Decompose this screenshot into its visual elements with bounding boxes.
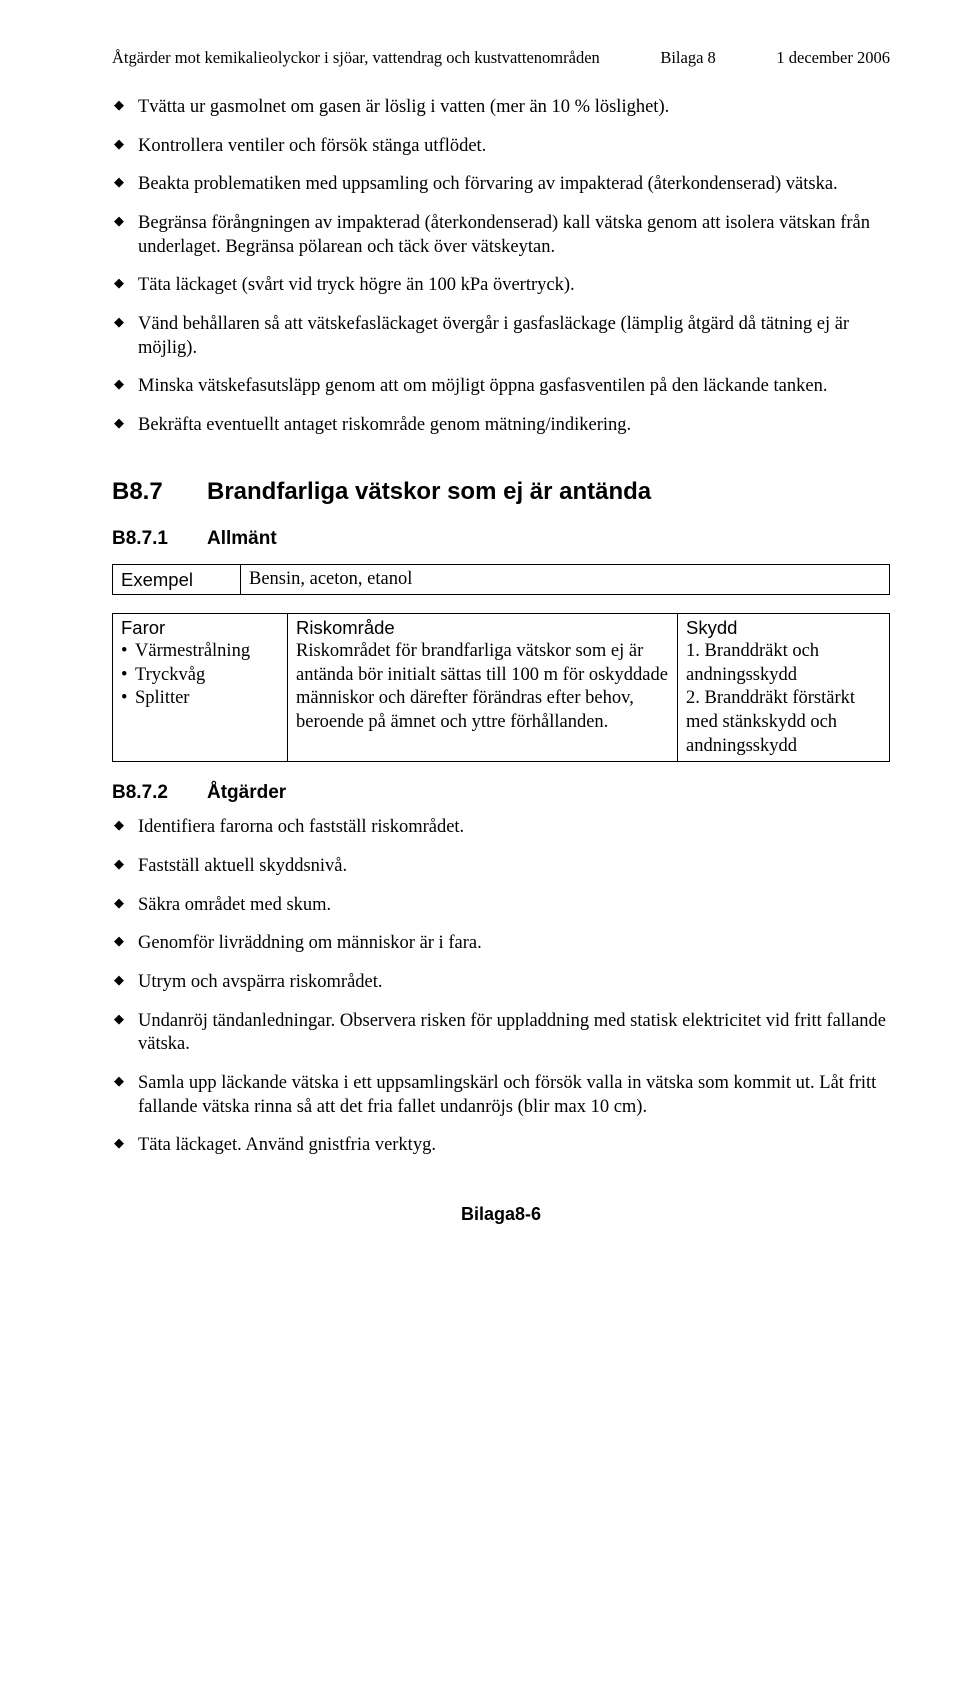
list-item: Undanröj tändanledningar. Observera risk… <box>112 1010 890 1057</box>
riskomrade-col2-cell: Riskområde Riskområdet för brandfarliga … <box>288 614 678 762</box>
exempel-table: Exempel Bensin, aceton, etanol <box>112 564 890 596</box>
riskomrade-text: Riskområdet för brandfarliga vätskor som… <box>296 640 669 735</box>
header-left: Åtgärder mot kemikalieolyckor i sjöar, v… <box>112 48 600 68</box>
section-heading-sub: B8.7.1Allmänt <box>112 528 890 550</box>
list-item: Kontrollera ventiler och försök stänga u… <box>112 135 890 159</box>
section-heading-main: B8.7Brandfarliga vätskor som ej är antän… <box>112 478 890 506</box>
section-number: B8.7.2 <box>112 782 207 804</box>
list-item: Vänd behållaren så att vätskefasläckaget… <box>112 313 890 360</box>
exempel-value: Bensin, aceton, etanol <box>241 564 890 595</box>
section-number: B8.7 <box>112 478 207 506</box>
list-item: Värmestrålning <box>121 640 279 664</box>
list-item: Minska vätskefasutsläpp genom att om möj… <box>112 375 890 399</box>
page-footer: Bilaga8-6 <box>112 1204 890 1225</box>
list-item: Beakta problematiken med uppsamling och … <box>112 173 890 197</box>
list-item: Fastställ aktuell skyddsnivå. <box>112 855 890 879</box>
list-item: Säkra området med skum. <box>112 894 890 918</box>
list-item: Identifiera farorna och fastställ riskom… <box>112 816 890 840</box>
list-item: Tvätta ur gasmolnet om gasen är löslig i… <box>112 96 890 120</box>
list-item: Täta läckaget (svårt vid tryck högre än … <box>112 274 890 298</box>
document-page: Åtgärder mot kemikalieolyckor i sjöar, v… <box>0 0 960 1285</box>
header-mid: Bilaga 8 <box>660 48 715 68</box>
faror-col1-cell: Faror Värmestrålning Tryckvåg Splitter <box>113 614 288 762</box>
header-right: 1 december 2006 <box>776 48 890 68</box>
skydd-header: Skydd <box>686 616 881 640</box>
section-number: B8.7.1 <box>112 528 207 550</box>
top-bullet-list: Tvätta ur gasmolnet om gasen är löslig i… <box>112 96 890 438</box>
section-title: Brandfarliga vätskor som ej är antända <box>207 478 651 505</box>
skydd-text: 1. Branddräkt och andningsskydd 2. Brand… <box>686 640 881 758</box>
page-header: Åtgärder mot kemikalieolyckor i sjöar, v… <box>112 48 890 68</box>
skydd-col3-cell: Skydd 1. Branddräkt och andningsskydd 2.… <box>678 614 890 762</box>
list-item: Utrym och avspärra riskområdet. <box>112 971 890 995</box>
section-title: Allmänt <box>207 528 277 549</box>
section-heading-sub: B8.7.2Åtgärder <box>112 782 890 804</box>
riskomrade-header: Riskområde <box>296 616 669 640</box>
exempel-label: Exempel <box>113 564 241 595</box>
list-item: Täta läckaget. Använd gnistfria verktyg. <box>112 1134 890 1158</box>
list-item: Bekräfta eventuellt antaget riskområde g… <box>112 414 890 438</box>
faror-table: Faror Värmestrålning Tryckvåg Splitter R… <box>112 613 890 762</box>
list-item: Samla upp läckande vätska i ett uppsamli… <box>112 1072 890 1119</box>
action-bullet-list: Identifiera farorna och fastställ riskom… <box>112 816 890 1158</box>
list-item: Tryckvåg <box>121 664 279 688</box>
faror-header: Faror <box>121 616 279 640</box>
list-item: Splitter <box>121 687 279 711</box>
list-item: Genomför livräddning om människor är i f… <box>112 932 890 956</box>
faror-list: Värmestrålning Tryckvåg Splitter <box>121 640 279 711</box>
list-item: Begränsa förångningen av impakterad (åte… <box>112 212 890 259</box>
section-title: Åtgärder <box>207 782 286 803</box>
